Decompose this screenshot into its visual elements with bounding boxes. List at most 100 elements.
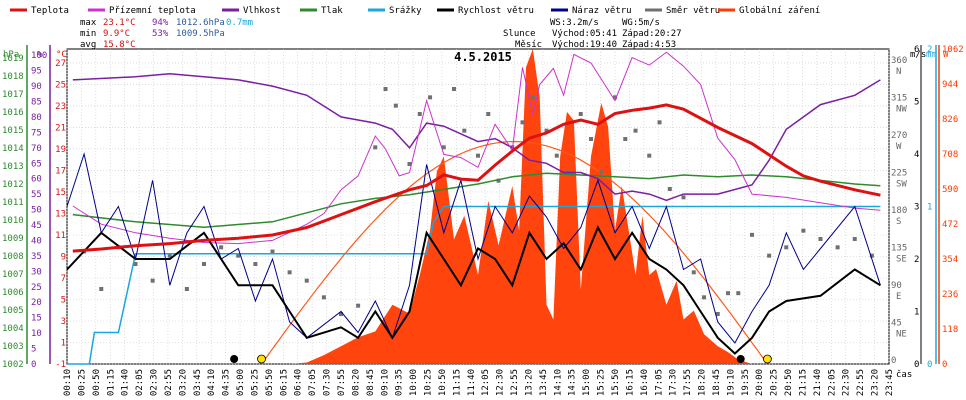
- axes: hPa% °C m/s mm W1019101810171016101510141013…: [2, 45, 964, 396]
- ground-temperature-line: [72, 51, 881, 245]
- pct-tick: 80: [31, 113, 42, 123]
- rad-tick: 826: [942, 115, 958, 125]
- x-tick: 17:05: [654, 369, 664, 396]
- legend-label: Rychlost větru: [458, 6, 534, 16]
- wind-direction-point: [393, 103, 398, 108]
- wind-gust-avg: WG:5m/s: [622, 18, 660, 28]
- stat-max: 23.1°C: [103, 18, 136, 28]
- wind-direction-point: [589, 137, 594, 141]
- rad-tick: 1062: [942, 45, 964, 55]
- stat-max: max: [80, 18, 97, 28]
- wind-direction-point: [202, 262, 206, 266]
- sunset-marker: [763, 354, 772, 364]
- legend-label: Přízemní teplota: [109, 6, 196, 16]
- wind-direction-point: [219, 245, 224, 250]
- x-tick: 04:35: [222, 369, 232, 396]
- x-tick: 08:45: [366, 369, 376, 396]
- mm-tick: 0: [927, 360, 932, 370]
- wind-tick: 2: [914, 255, 919, 265]
- direction-tick: 315: [891, 94, 907, 104]
- temperature-line: [72, 103, 881, 253]
- wind-tick: 1: [914, 308, 919, 318]
- precipitation-line: [67, 205, 881, 365]
- x-tick: 05:00: [236, 369, 246, 396]
- rad-tick: 0: [942, 360, 947, 370]
- wind-speed-avg: WS:3.2m/s: [550, 18, 599, 28]
- wind-direction-point: [486, 112, 491, 116]
- temp-tick: 11: [55, 231, 66, 241]
- rad-tick: 236: [942, 290, 958, 300]
- sun-label: Slunce: [503, 29, 536, 39]
- x-tick: 16:40: [640, 369, 650, 396]
- wind-speed-line: [66, 225, 881, 355]
- wind-direction-point: [544, 128, 549, 133]
- x-tick: 15:25: [597, 369, 607, 396]
- wind-direction-point: [530, 95, 535, 100]
- x-tick: 02:30: [150, 369, 160, 396]
- wind-direction-point: [599, 170, 604, 175]
- x-tick: 05:25: [251, 369, 261, 396]
- x-tick: 00:25: [77, 369, 87, 396]
- hpa-tick: 1010: [2, 216, 24, 226]
- pct-tick: 85: [31, 98, 42, 108]
- wind-tick: 3: [914, 203, 919, 213]
- hpa-tick: 1013: [2, 162, 24, 172]
- direction-tick: 45: [891, 319, 902, 329]
- wind-direction-point: [578, 112, 583, 116]
- x-tick: 03:45: [193, 369, 203, 396]
- pct-unit: %: [37, 50, 43, 60]
- pressure-line: [72, 172, 881, 228]
- x-tick: 22:05: [827, 369, 837, 396]
- stat-max: 1012.6hPa: [176, 18, 225, 28]
- compass-tick: S: [896, 217, 901, 227]
- wind-direction-point: [236, 253, 241, 258]
- stat-avg: avg: [80, 40, 96, 50]
- mm-tick: 1: [927, 203, 932, 213]
- x-tick: 12:55: [510, 369, 520, 396]
- wind-unit: m/s: [910, 50, 926, 60]
- wind-direction-point: [852, 237, 857, 241]
- hpa-tick: 1018: [2, 72, 24, 82]
- pct-tick: 75: [31, 128, 42, 138]
- temp-unit: °C: [56, 50, 67, 60]
- x-tick: 14:10: [553, 369, 563, 396]
- temp-tick: 5: [61, 295, 66, 305]
- compass-tick: N: [896, 67, 901, 77]
- wind-gust-line: [66, 152, 881, 344]
- pct-tick: 15: [31, 314, 42, 324]
- temp-tick: 15: [55, 188, 66, 198]
- rad-tick: 354: [942, 255, 958, 265]
- legend: Teplota Přízemní teplota Vlhkost Tlak Srážky…: [10, 6, 820, 16]
- x-tick: 17:55: [683, 369, 693, 396]
- hpa-tick: 1003: [2, 342, 24, 352]
- legend-label: Náraz větru: [572, 6, 632, 16]
- wind-direction-point: [613, 95, 617, 100]
- x-tick: 00:50: [92, 369, 102, 396]
- direction-tick: 270: [891, 131, 907, 141]
- hpa-tick: 1005: [2, 306, 24, 316]
- rad-unit: W: [943, 50, 949, 60]
- wind-direction-point: [441, 145, 446, 150]
- temp-tick: 3: [61, 317, 66, 327]
- wind-direction-point: [801, 228, 806, 233]
- pct-tick: 40: [31, 236, 42, 246]
- compass-tick: SW: [896, 180, 907, 190]
- sunset-time: Západ:20:27: [622, 29, 682, 39]
- wind-direction-point: [520, 120, 525, 125]
- x-tick: 16:15: [625, 369, 635, 396]
- pct-tick: 20: [31, 298, 42, 308]
- wind-direction-point: [784, 245, 789, 250]
- temp-tick: 25: [55, 80, 66, 90]
- x-tick: 05:50: [265, 369, 275, 396]
- wind-tick: 0: [914, 360, 919, 370]
- moon-label: Měsíc: [515, 40, 542, 50]
- temp-tick: -1: [55, 360, 66, 370]
- wind-direction-point: [750, 232, 754, 237]
- temp-tick: 9: [61, 252, 66, 262]
- wind-direction-point: [339, 312, 343, 316]
- hpa-tick: 1014: [2, 144, 24, 154]
- temp-tick: 19: [55, 145, 66, 155]
- x-tick: 22:55: [856, 369, 866, 396]
- hpa-tick: 1012: [2, 180, 24, 190]
- wind-direction-point: [702, 295, 707, 300]
